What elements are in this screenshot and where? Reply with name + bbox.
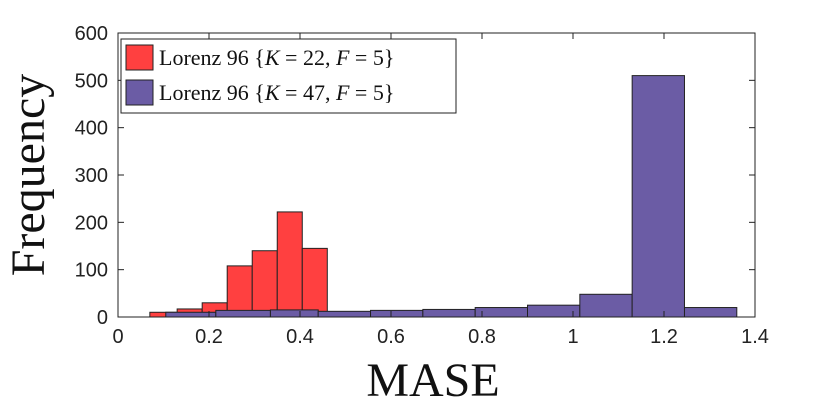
series-k47-bars [165,75,738,318]
y-axis-label: Frequency [2,74,55,277]
y-tick-label: 300 [75,165,108,187]
histogram-bar [683,307,738,318]
y-tick-label: 100 [75,260,108,282]
histogram-bar [370,309,424,318]
x-tick-label: 0 [112,326,123,348]
legend-label-k22: Lorenz 96 {K = 22, F = 5} [159,45,394,70]
legend-swatch-k47 [125,79,154,106]
histogram-bar [301,247,328,318]
histogram-bar [251,250,278,318]
histogram-bar [317,310,372,318]
histogram-bar [269,309,319,318]
legend-label-k47: Lorenz 96 {K = 47, F = 5} [159,80,394,105]
histogram-bar [527,304,581,318]
histogram-bar [474,307,528,318]
histogram-bar [422,308,476,318]
histogram-bar [165,311,217,318]
x-tick-label: 1 [567,326,578,348]
x-tick-label: 0.4 [286,326,314,348]
series-k22-bars [149,211,328,318]
x-tick-label: 0.8 [468,326,496,348]
y-tick-label: 600 [75,23,108,45]
x-axis-ticks: 0 0.2 0.4 0.6 0.8 1 1.2 1.4 [112,33,769,348]
x-tick-label: 1.2 [650,326,678,348]
histogram-bar [226,265,253,318]
x-tick-label: 0.6 [377,326,405,348]
y-tick-label: 0 [97,307,108,329]
legend-swatch-k22 [125,44,154,71]
y-tick-label: 200 [75,212,108,234]
y-tick-label: 500 [75,70,108,92]
x-axis-label: MASE [366,354,499,407]
y-axis-ticks: 0 100 200 300 400 500 600 [75,23,755,329]
histogram-bar [631,75,685,318]
x-tick-label: 0.2 [195,326,223,348]
legend-box [120,38,457,114]
y-tick-label: 400 [75,118,108,140]
legend: Lorenz 96 {K = 22, F = 5} Lorenz 96 {K =… [120,38,457,114]
histogram-bar [276,211,303,318]
histogram-bar [579,293,633,318]
histogram-bar [215,309,271,318]
x-tick-label: 1.4 [741,326,769,348]
